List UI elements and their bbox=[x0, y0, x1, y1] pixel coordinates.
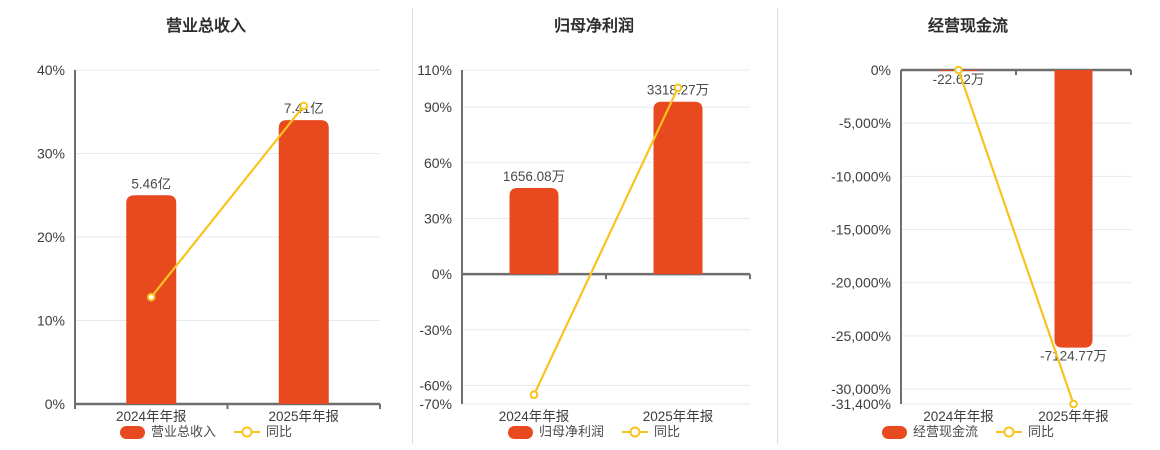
legend-label: 同比 bbox=[266, 424, 293, 439]
legend-label: 经营现金流 bbox=[912, 424, 978, 439]
y-axis-tick-label: 10% bbox=[37, 313, 65, 329]
y-axis-tick-label: 60% bbox=[424, 155, 452, 171]
bar[interactable] bbox=[1054, 70, 1093, 348]
y-axis-tick-label: 90% bbox=[424, 99, 452, 115]
y-axis-tick-label: -30% bbox=[419, 322, 452, 338]
chart-title-cash-flow: 经营现金流 bbox=[927, 18, 1009, 35]
y-axis-tick-label: -25,000% bbox=[831, 328, 891, 344]
legend-item-line-series[interactable]: 同比 bbox=[234, 425, 292, 439]
line-series-symbol-icon bbox=[234, 426, 260, 438]
chart-legend: 经营现金流 同比 bbox=[881, 424, 1054, 439]
chart-title-revenue: 营业总收入 bbox=[165, 18, 247, 35]
trend-line-point[interactable] bbox=[146, 292, 156, 302]
y-axis-tick-label: 0% bbox=[871, 62, 891, 78]
y-axis-tick-label: -15,000% bbox=[831, 222, 891, 238]
bar-value-label: 1656.08万 bbox=[503, 169, 565, 184]
legend-label: 同比 bbox=[1028, 424, 1055, 439]
y-axis-tick-label: -30,000% bbox=[831, 381, 891, 397]
y-axis-tick-label: -20,000% bbox=[831, 275, 891, 291]
trend-line-point[interactable] bbox=[954, 65, 963, 75]
bar-series-swatch-icon bbox=[881, 425, 907, 439]
x-axis-label: 2025年年报 bbox=[643, 409, 714, 424]
panel-divider bbox=[777, 8, 778, 444]
x-axis-label: 2025年年报 bbox=[1038, 409, 1109, 424]
y-axis-tick-label: 110% bbox=[417, 62, 452, 78]
x-axis-label: 2024年年报 bbox=[499, 409, 570, 424]
chart-legend: 归母净利润 同比 bbox=[507, 424, 680, 439]
y-axis-tick-label: -5,000% bbox=[839, 115, 891, 131]
y-axis-tick-label: -10,000% bbox=[831, 168, 891, 184]
panel-divider bbox=[412, 8, 413, 444]
legend-label: 同比 bbox=[654, 424, 681, 439]
y-axis-tick-label: -70% bbox=[419, 396, 452, 412]
y-axis-tick-label: -60% bbox=[419, 377, 452, 393]
y-axis-tick-label: 0% bbox=[432, 266, 452, 282]
trend-line-point[interactable] bbox=[529, 390, 539, 400]
line-marker-ring-icon bbox=[241, 426, 253, 438]
bar[interactable] bbox=[653, 101, 703, 275]
legend-item-bar-series[interactable]: 营业总收入 bbox=[119, 424, 216, 439]
y-axis-tick-label: 40% bbox=[37, 62, 65, 78]
y-axis-tick-label: 20% bbox=[37, 229, 65, 245]
x-axis-label: 2024年年报 bbox=[116, 409, 187, 424]
x-axis-label: 2025年年报 bbox=[268, 409, 339, 424]
legend-label: 营业总收入 bbox=[150, 424, 216, 439]
y-axis-tick-label: 30% bbox=[37, 146, 65, 162]
bar[interactable] bbox=[278, 120, 329, 404]
line-marker-ring-icon bbox=[629, 426, 641, 438]
trend-line bbox=[150, 105, 305, 298]
trend-line bbox=[957, 69, 1075, 405]
line-marker-ring-icon bbox=[1003, 426, 1015, 438]
bar[interactable] bbox=[509, 188, 559, 275]
trend-line-point[interactable] bbox=[673, 83, 683, 93]
line-series-symbol-icon bbox=[996, 426, 1022, 438]
legend-item-line-series[interactable]: 同比 bbox=[996, 425, 1054, 439]
legend-item-line-series[interactable]: 同比 bbox=[622, 425, 680, 439]
bar-value-label: -22.62万 bbox=[933, 72, 985, 87]
y-axis-tick-label: 30% bbox=[424, 210, 452, 226]
x-axis-label: 2024年年报 bbox=[923, 409, 994, 424]
trend-line-point[interactable] bbox=[299, 101, 309, 111]
legend-item-bar-series[interactable]: 归母净利润 bbox=[507, 424, 604, 439]
legend-item-bar-series[interactable]: 经营现金流 bbox=[881, 424, 978, 439]
line-series-symbol-icon bbox=[622, 426, 648, 438]
bar-value-label: -7124.77万 bbox=[1040, 349, 1107, 364]
bar-series-swatch-icon bbox=[507, 425, 533, 439]
chart-legend: 营业总收入 同比 bbox=[119, 424, 292, 439]
trend-line bbox=[533, 87, 679, 396]
chart-title-net-profit: 归母净利润 bbox=[553, 18, 635, 35]
bar-series-swatch-icon bbox=[119, 425, 145, 439]
y-axis-tick-label: -31,400% bbox=[831, 396, 891, 412]
legend-label: 归母净利润 bbox=[538, 424, 604, 439]
trend-line-point[interactable] bbox=[1069, 399, 1078, 409]
bar-value-label: 5.46亿 bbox=[131, 176, 171, 191]
y-axis-tick-label: 0% bbox=[45, 396, 65, 412]
